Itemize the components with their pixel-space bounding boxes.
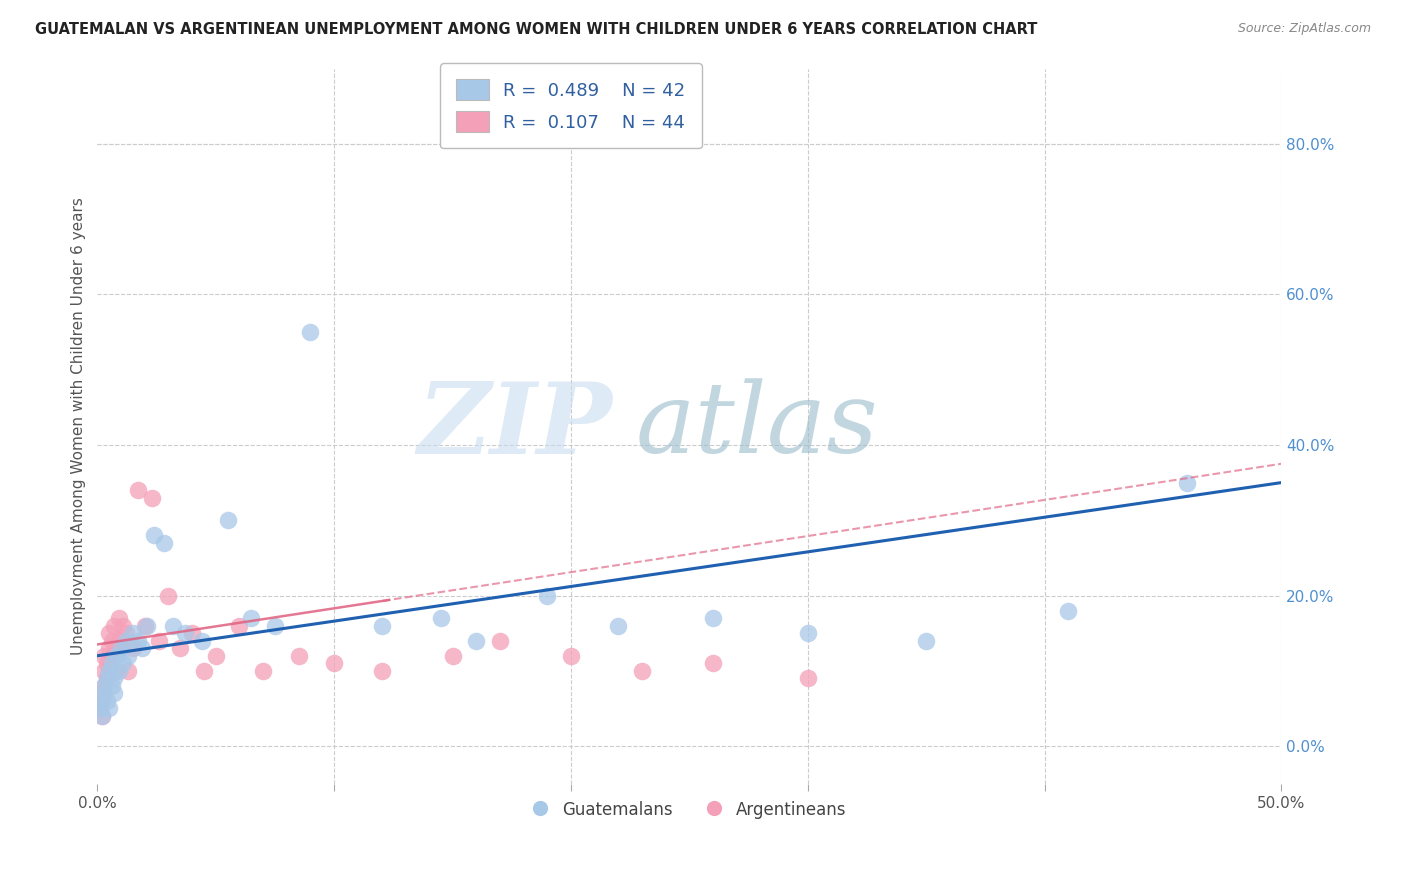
Point xyxy=(98,626,121,640)
Point xyxy=(127,483,149,497)
Point xyxy=(287,648,309,663)
Point xyxy=(114,633,136,648)
Point xyxy=(217,513,239,527)
Point xyxy=(441,648,464,663)
Point xyxy=(89,701,111,715)
Point xyxy=(1057,604,1080,618)
Point xyxy=(797,671,820,685)
Point xyxy=(193,664,215,678)
Point xyxy=(264,618,287,632)
Point xyxy=(105,641,128,656)
Point xyxy=(797,626,820,640)
Point xyxy=(91,709,114,723)
Text: atlas: atlas xyxy=(636,378,879,474)
Point xyxy=(117,664,139,678)
Point xyxy=(702,657,724,671)
Point xyxy=(240,611,263,625)
Point xyxy=(93,664,115,678)
Point xyxy=(702,611,724,625)
Point xyxy=(103,618,125,632)
Text: Source: ZipAtlas.com: Source: ZipAtlas.com xyxy=(1237,22,1371,36)
Point xyxy=(96,671,118,685)
Point xyxy=(204,648,226,663)
Point xyxy=(105,648,128,663)
Point xyxy=(107,664,129,678)
Point xyxy=(107,633,129,648)
Point xyxy=(98,701,121,715)
Point xyxy=(98,664,121,678)
Point xyxy=(93,648,115,663)
Legend: Guatemalans, Argentineans: Guatemalans, Argentineans xyxy=(526,794,853,825)
Point xyxy=(148,633,170,648)
Text: ZIP: ZIP xyxy=(418,378,613,475)
Point xyxy=(105,664,128,678)
Point xyxy=(157,589,180,603)
Point xyxy=(190,633,212,648)
Point xyxy=(112,657,135,671)
Point xyxy=(141,491,163,505)
Point xyxy=(915,633,938,648)
Point xyxy=(96,657,118,671)
Point xyxy=(89,694,111,708)
Point xyxy=(93,686,115,700)
Point xyxy=(110,641,132,656)
Point xyxy=(93,679,115,693)
Point xyxy=(98,641,121,656)
Point xyxy=(162,618,184,632)
Point xyxy=(122,641,145,656)
Point xyxy=(131,641,153,656)
Point xyxy=(1175,475,1198,490)
Point xyxy=(96,671,118,685)
Point xyxy=(91,686,114,700)
Point xyxy=(100,657,122,671)
Point xyxy=(152,536,174,550)
Point xyxy=(91,709,114,723)
Point xyxy=(560,648,582,663)
Point xyxy=(98,664,121,678)
Point xyxy=(465,633,488,648)
Point xyxy=(127,633,149,648)
Point xyxy=(181,626,204,640)
Point xyxy=(103,671,125,685)
Point xyxy=(252,664,274,678)
Point xyxy=(370,664,392,678)
Point xyxy=(143,528,166,542)
Point xyxy=(93,679,115,693)
Point xyxy=(323,657,346,671)
Point xyxy=(96,694,118,708)
Point xyxy=(429,611,451,625)
Point xyxy=(370,618,392,632)
Point xyxy=(89,701,111,715)
Point xyxy=(174,626,197,640)
Point xyxy=(107,611,129,625)
Point xyxy=(114,626,136,640)
Point xyxy=(91,694,114,708)
Point xyxy=(110,641,132,656)
Point xyxy=(299,325,322,339)
Point xyxy=(536,589,558,603)
Point xyxy=(100,679,122,693)
Point xyxy=(489,633,512,648)
Point xyxy=(136,618,159,632)
Point xyxy=(228,618,250,632)
Y-axis label: Unemployment Among Women with Children Under 6 years: Unemployment Among Women with Children U… xyxy=(72,197,86,655)
Text: GUATEMALAN VS ARGENTINEAN UNEMPLOYMENT AMONG WOMEN WITH CHILDREN UNDER 6 YEARS C: GUATEMALAN VS ARGENTINEAN UNEMPLOYMENT A… xyxy=(35,22,1038,37)
Point xyxy=(112,618,135,632)
Point xyxy=(122,626,145,640)
Point xyxy=(169,641,191,656)
Point xyxy=(100,648,122,663)
Point xyxy=(103,686,125,700)
Point xyxy=(631,664,654,678)
Point xyxy=(100,633,122,648)
Point xyxy=(607,618,630,632)
Point xyxy=(134,618,156,632)
Point xyxy=(117,648,139,663)
